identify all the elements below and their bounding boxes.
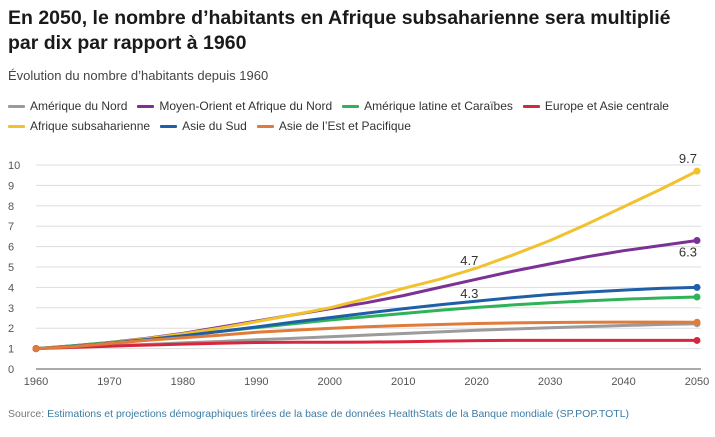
x-tick-label: 2020 [464,376,488,388]
legend-label: Amérique latine et Caraïbes [364,99,513,113]
legend-item-europe-asie-centrale: Europe et Asie centrale [522,99,669,113]
legend-label: Moyen-Orient et Afrique du Nord [159,99,333,113]
series-line [34,320,699,351]
legend-swatch [160,124,178,128]
legend-swatch [8,124,25,128]
y-tick-label: 7 [8,221,14,233]
legend: Amérique du Nord Moyen-Orient et Afrique… [8,96,708,136]
y-tick-label: 5 [8,262,14,274]
data-label: 4.7 [460,253,478,268]
series-end-point [693,336,701,344]
y-tick-label: 9 [8,180,14,192]
series-end-point [693,293,701,301]
y-tick-label: 4 [8,282,14,294]
legend-swatch [137,104,155,108]
y-tick-label: 3 [8,303,14,315]
y-tick-label: 2 [8,323,14,335]
y-tick-label: 10 [8,160,20,172]
legend-item-amerique-du-nord: Amérique du Nord [8,99,127,113]
legend-swatch [256,124,274,128]
y-tick-label: 8 [8,201,14,213]
x-tick-label: 1970 [97,376,121,388]
x-tick-label: 2030 [538,376,562,388]
series-end-point [693,167,701,175]
data-label: 6.3 [679,244,697,259]
x-tick-label: 2050 [685,376,709,388]
chart-title: En 2050, le nombre d’habitants en Afriqu… [8,7,671,54]
series-end-point [693,318,701,326]
x-tick-label: 1990 [244,376,268,388]
legend-row: Afrique subsaharienne Asie du Sud Asie d… [8,116,708,136]
series-start-point [32,345,40,353]
y-tick-label: 1 [8,344,14,356]
legend-item-asie-est-pacifique: Asie de l’Est et Pacifique [256,119,411,133]
y-tick-label: 0 [8,364,14,376]
series-end-point [693,236,701,244]
data-label: 9.7 [679,151,697,166]
legend-item-afrique-subsaharienne: Afrique subsaharienne [8,119,150,133]
legend-swatch [8,104,25,108]
source-text: Estimations et projections démographique… [47,408,630,420]
x-tick-label: 2000 [318,376,342,388]
legend-label: Afrique subsaharienne [30,119,151,133]
y-tick-label: 6 [8,242,14,254]
legend-item-moyen-orient: Moyen-Orient et Afrique du Nord [137,99,332,113]
legend-row: Amérique du Nord Moyen-Orient et Afrique… [8,96,708,116]
legend-item-amerique-latine: Amérique latine et Caraïbes [342,99,513,113]
x-tick-label: 1960 [24,376,48,388]
source-label: Source: [8,408,48,420]
x-tick-label: 2040 [611,376,635,388]
legend-label: Europe et Asie centrale [544,99,669,113]
x-tick-label: 2010 [391,376,415,388]
legend-label: Asie de l’Est et Pacifique [278,119,411,133]
legend-swatch [522,104,540,108]
legend-label: Asie du Sud [182,119,247,133]
series-line [34,338,699,351]
legend-swatch [342,104,360,108]
source-note: Source: Estimations et projections démog… [8,408,629,420]
legend-item-asie-du-sud: Asie du Sud [160,119,247,133]
x-tick-label: 1980 [171,376,195,388]
line-chart: 0 1 2 3 4 5 6 7 8 9 10 1960 1970 1980 1990 2000 2010 2020… [8,151,709,388]
series-end-point [693,283,701,291]
series-line [34,239,699,351]
legend-label: Amérique du Nord [30,99,128,113]
data-label: 4.3 [460,286,478,301]
chart-subtitle: Évolution du nombre d’habitants depuis 1… [8,68,269,83]
